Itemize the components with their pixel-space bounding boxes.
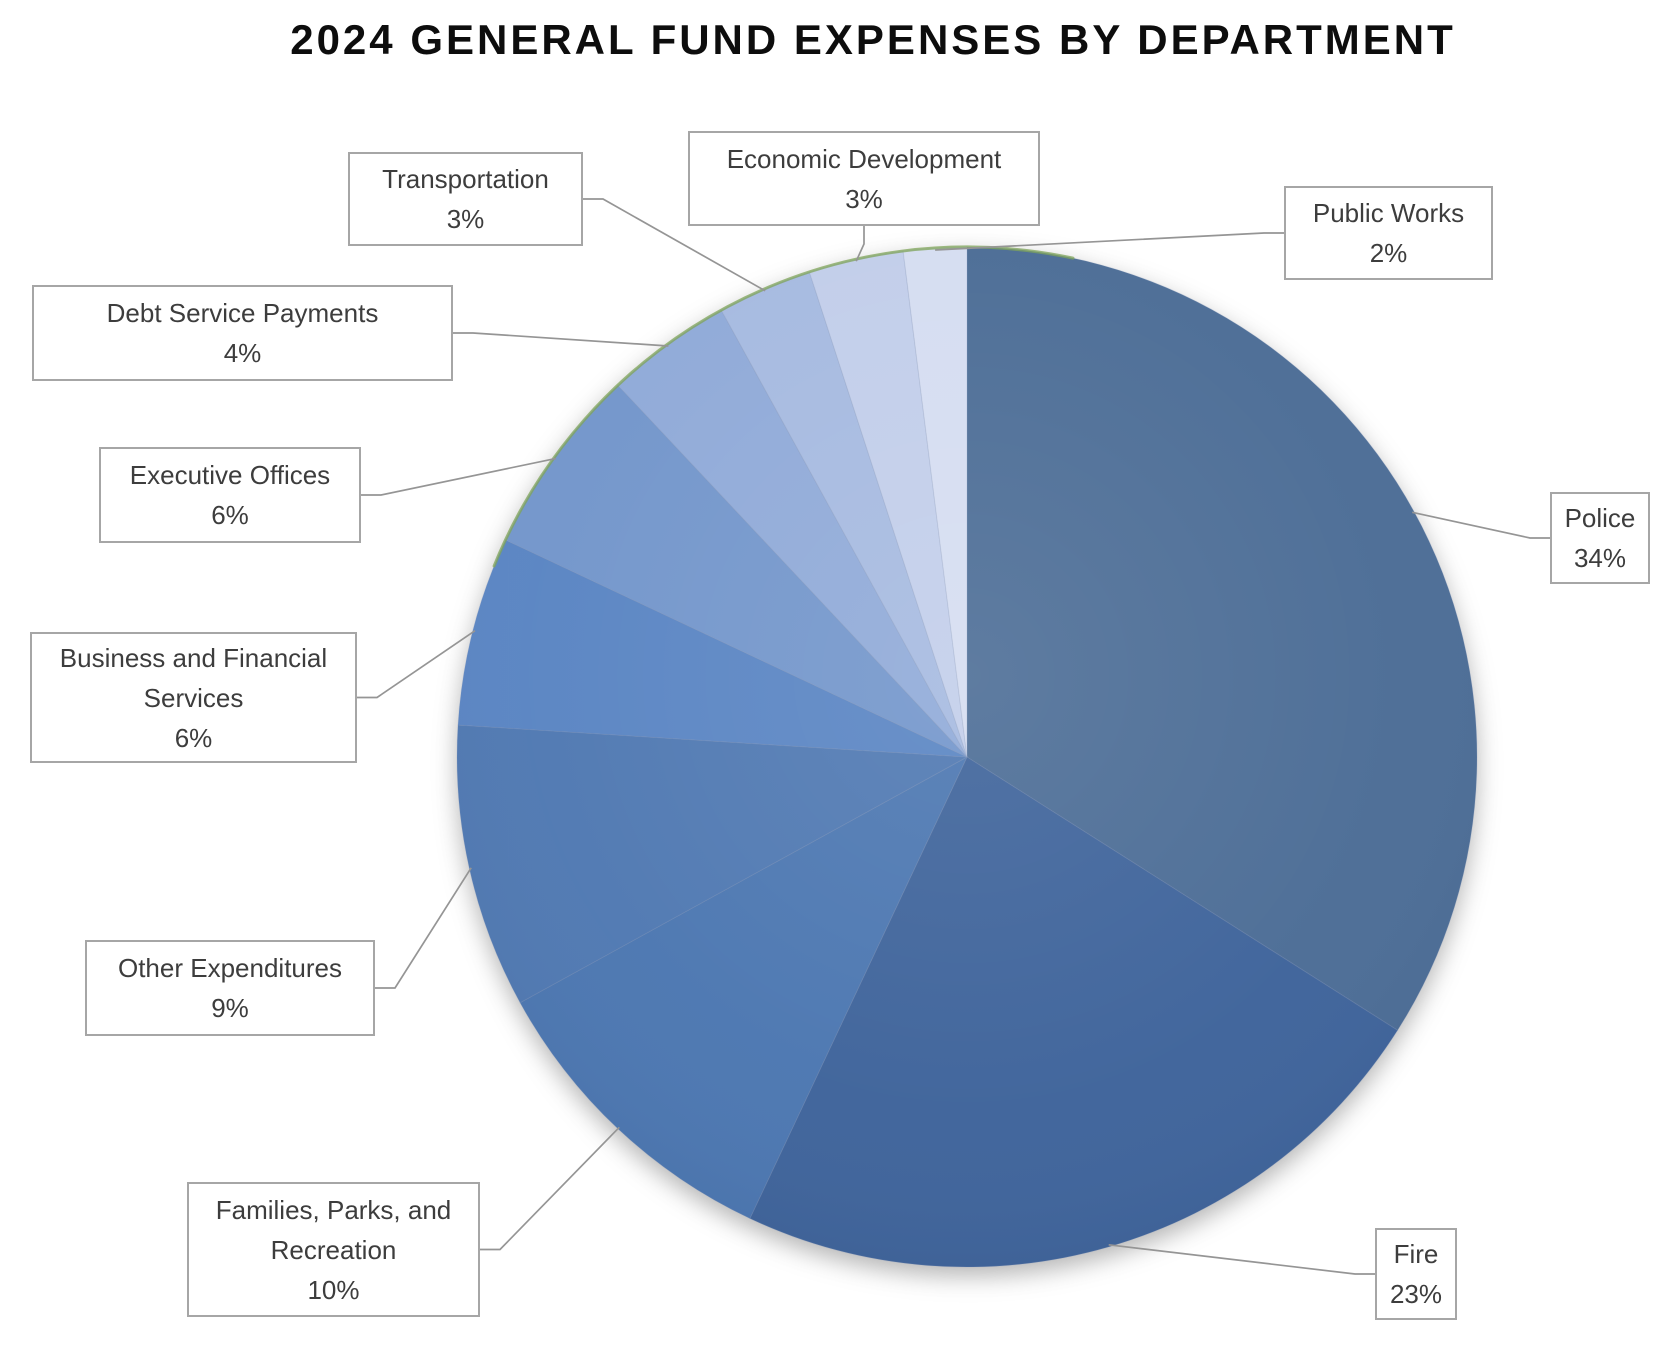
pie-sheen-overlay (457, 247, 1477, 1267)
leader-line (1412, 511, 1550, 539)
leader-line (361, 457, 557, 496)
label-public-works: Public Works 2% (1284, 186, 1493, 280)
slice-percent: 23% (1389, 1279, 1443, 1309)
leader-line (453, 332, 669, 347)
slice-name: Debt Service Payments (106, 298, 379, 328)
leader-line (1108, 1243, 1375, 1275)
leader-line (935, 232, 1284, 251)
slice-percent: 3% (845, 183, 883, 214)
leader-line (583, 198, 766, 292)
leader-line (357, 629, 476, 699)
slice-name: Business and Financial Services (59, 642, 328, 713)
slice-name: Fire (1393, 1239, 1439, 1269)
label-police: Police 34% (1550, 492, 1650, 584)
slice-name: Police (1564, 503, 1636, 533)
slice-name: Other Expenditures (117, 953, 342, 983)
pie-rim-highlight (492, 245, 1075, 568)
label-executive-offices: Executive Offices 6% (99, 447, 361, 543)
label-other-expenditures: Other Expenditures 9% (85, 940, 375, 1036)
label-transportation: Transportation 3% (348, 152, 583, 246)
label-debt-service-payments: Debt Service Payments 4% (32, 285, 453, 381)
slice-percent: 9% (211, 993, 249, 1023)
slice-percent: 2% (1369, 238, 1408, 268)
leader-line (855, 226, 865, 262)
slice-name: Executive Offices (129, 460, 331, 490)
chart-title: 2024 GENERAL FUND EXPENSES BY DEPARTMENT (290, 16, 1456, 63)
label-business-financial-services: Business and Financial Services 6% (30, 632, 357, 763)
label-fire: Fire 23% (1375, 1228, 1457, 1320)
slice-name: Families, Parks, and Recreation (215, 1194, 452, 1265)
slice-name: Public Works (1312, 198, 1465, 228)
label-families-parks-recreation: Families, Parks, and Recreation 10% (187, 1182, 480, 1317)
slice-percent: 6% (174, 722, 213, 753)
slice-percent: 10% (307, 1274, 360, 1305)
slice-percent: 3% (446, 204, 485, 234)
slice-percent: 4% (223, 338, 262, 368)
leader-line (480, 1126, 620, 1251)
slice-percent: 34% (1573, 543, 1627, 573)
label-economic-development: Economic Development 3% (688, 131, 1040, 226)
leader-line (375, 867, 472, 989)
slice-name: Economic Development (726, 143, 1002, 174)
slice-percent: 6% (211, 500, 249, 530)
slice-name: Transportation (382, 164, 549, 194)
